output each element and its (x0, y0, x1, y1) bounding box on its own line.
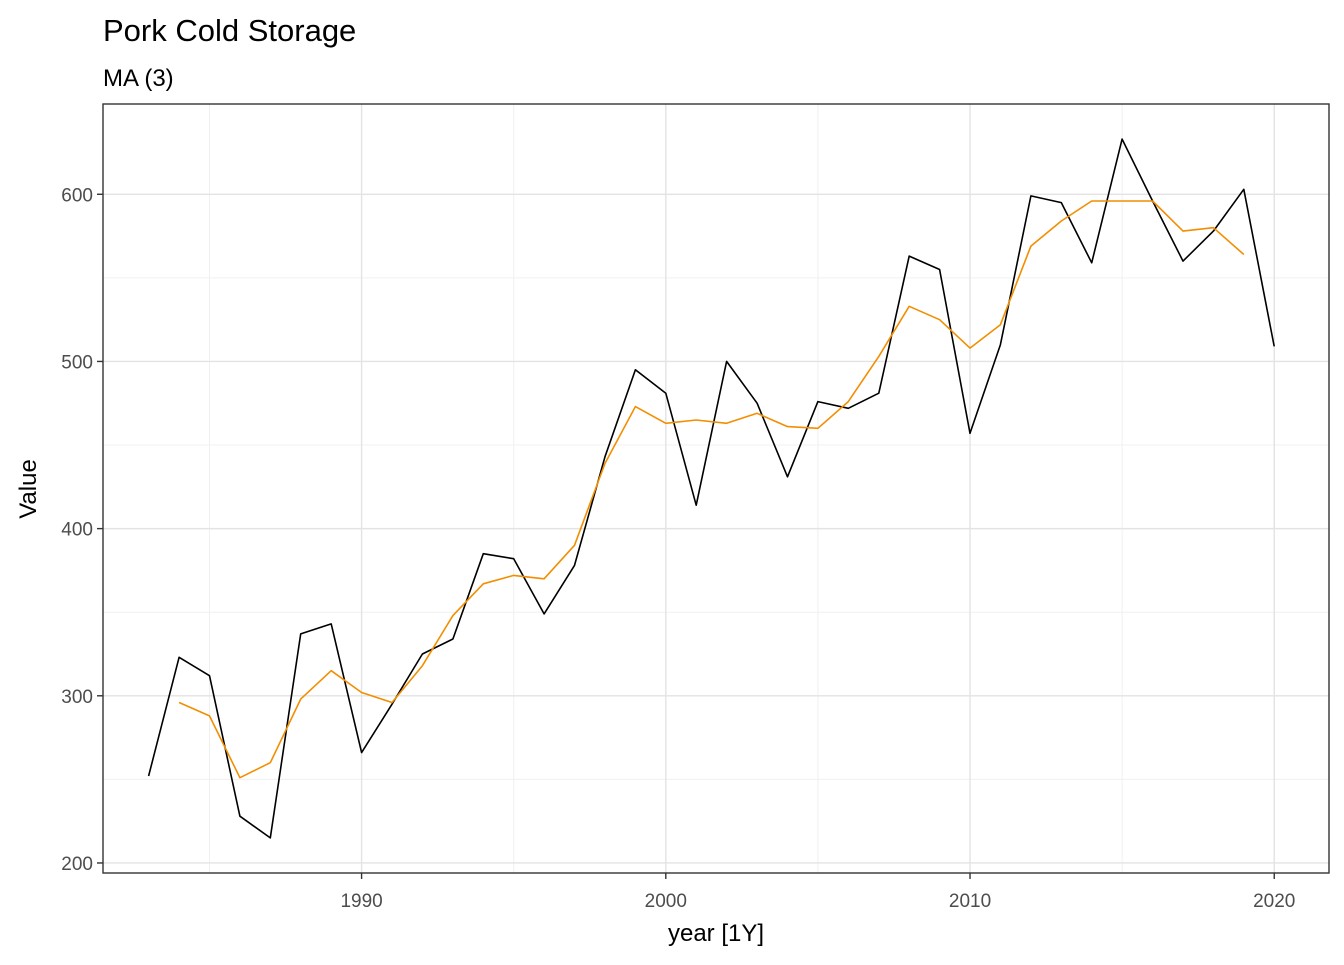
series-line-moving-average (178, 200, 1245, 779)
series-line-original (147, 138, 1275, 839)
major-gridlines (103, 104, 1329, 873)
x-tick-label: 2020 (1253, 891, 1295, 912)
x-axis: 1990 2000 2010 2020 (340, 873, 1295, 912)
series-lines (147, 138, 1275, 839)
x-tick-label: 1990 (340, 891, 382, 912)
y-tick-label: 300 (61, 687, 93, 708)
x-axis-title: year [1Y] (668, 920, 764, 947)
y-tick-label: 200 (61, 854, 93, 875)
plot-panel-border (102, 103, 1330, 874)
y-tick-label: 600 (61, 185, 93, 206)
y-axis: 200 300 400 500 600 (61, 185, 103, 875)
chart-subtitle: MA (3) (103, 65, 174, 92)
y-axis-title: Value (15, 459, 42, 519)
y-tick-label: 500 (61, 352, 93, 373)
chart-title: Pork Cold Storage (103, 13, 356, 48)
plot-panel-background (103, 104, 1329, 873)
y-tick-label: 400 (61, 520, 93, 541)
x-tick-label: 2000 (645, 891, 687, 912)
minor-gridlines (103, 104, 1329, 873)
x-tick-label: 2010 (949, 891, 991, 912)
